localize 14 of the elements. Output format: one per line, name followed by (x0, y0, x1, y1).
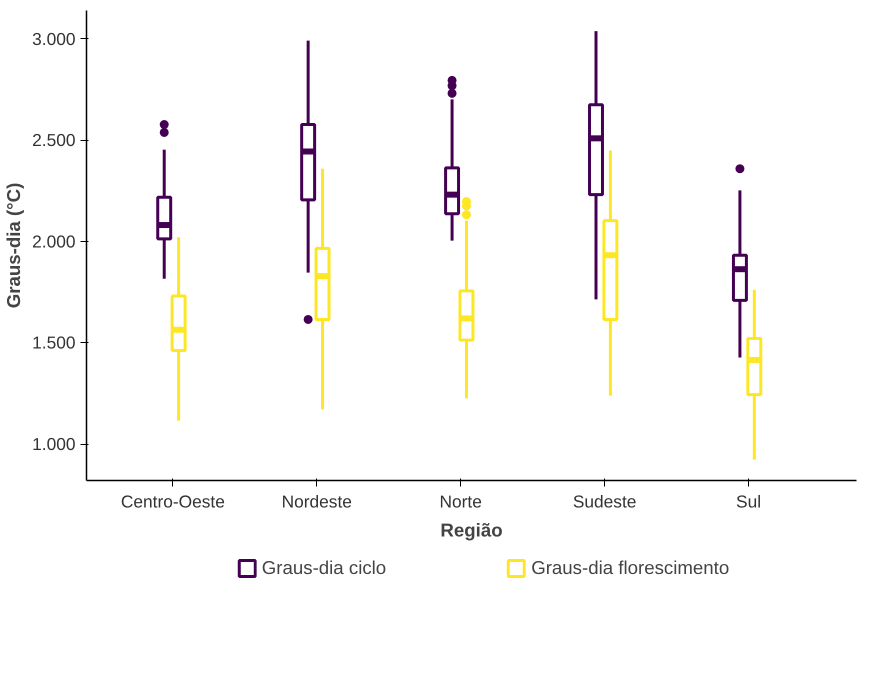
y-tick-label: 1.500 (32, 332, 76, 353)
y-tick-label: 2.500 (32, 130, 76, 150)
legend-label: Graus-dia florescimento (531, 557, 730, 579)
y-tick-label: 3.000 (32, 28, 76, 49)
x-tick-label: Norte (440, 492, 482, 512)
x-tick-label: Nordeste (282, 492, 352, 512)
x-tick-label: Centro-Oeste (120, 492, 225, 512)
x-axis-title: Região (440, 520, 503, 540)
legend-label: Graus-dia ciclo (262, 557, 386, 579)
y-axis-title: Graus-dia (°C) (3, 182, 24, 308)
x-tick-label: Sul (736, 492, 762, 512)
x-tick-label: Sudeste (572, 492, 636, 512)
y-tick-label: 2.000 (32, 231, 76, 252)
y-tick-label: 1.000 (32, 434, 76, 454)
